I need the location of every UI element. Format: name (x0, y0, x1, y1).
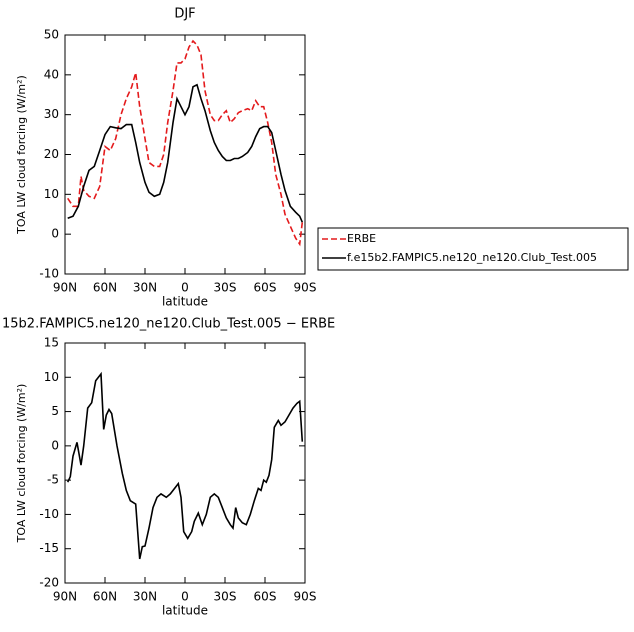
x-tick-label: 90N (53, 281, 77, 295)
x-tick-label: 90S (294, 281, 317, 295)
y-tick-label: 50 (44, 28, 59, 42)
x-tick-label: 90N (53, 590, 77, 604)
x-tick-label: 0 (181, 281, 189, 295)
x-tick-label: 30S (214, 590, 237, 604)
chart-title: 15b2.FAMPIC5.ne120_ne120.Club_Test.005 −… (2, 317, 335, 332)
x-axis-label: latitude (162, 604, 208, 618)
chart-title: DJF (174, 7, 195, 22)
y-tick-label: 0 (51, 438, 59, 452)
y-tick-label: 15 (44, 336, 59, 350)
data-line (67, 39, 304, 247)
legend-label: ERBE (347, 232, 376, 245)
data-line (67, 83, 304, 223)
data-line (66, 371, 304, 560)
y-tick-label: 30 (44, 107, 59, 121)
x-tick-label: 60N (93, 590, 117, 604)
y-tick-label: -15 (39, 541, 59, 555)
y-tick-label: 0 (51, 227, 59, 241)
y-tick-label: 5 (51, 404, 59, 418)
y-tick-label: -20 (39, 576, 59, 590)
y-tick-label: 10 (44, 187, 59, 201)
plot-frame (64, 342, 306, 584)
x-axis-label: latitude (162, 295, 208, 309)
y-tick-label: -10 (39, 267, 59, 281)
y-tick-label: -5 (47, 473, 59, 487)
y-tick-label: 10 (44, 370, 59, 384)
y-axis-label: TOA LW cloud forcing (W/m²) (15, 75, 28, 235)
x-tick-label: 0 (181, 590, 189, 604)
plot-frame (64, 34, 306, 275)
y-tick-label: 20 (44, 147, 59, 161)
legend-label: f.e15b2.FAMPIC5.ne120_ne120.Club_Test.00… (347, 251, 597, 264)
y-tick-label: -10 (39, 507, 59, 521)
legend-box (317, 227, 629, 271)
x-tick-label: 30N (133, 590, 157, 604)
x-tick-label: 60S (254, 281, 277, 295)
x-tick-label: 30S (214, 281, 237, 295)
y-tick-label: 40 (44, 67, 59, 81)
x-tick-label: 30N (133, 281, 157, 295)
y-axis-label: TOA LW cloud forcing (W/m²) (15, 384, 28, 544)
x-tick-label: 60N (93, 281, 117, 295)
x-tick-label: 90S (294, 590, 317, 604)
x-tick-label: 60S (254, 590, 277, 604)
